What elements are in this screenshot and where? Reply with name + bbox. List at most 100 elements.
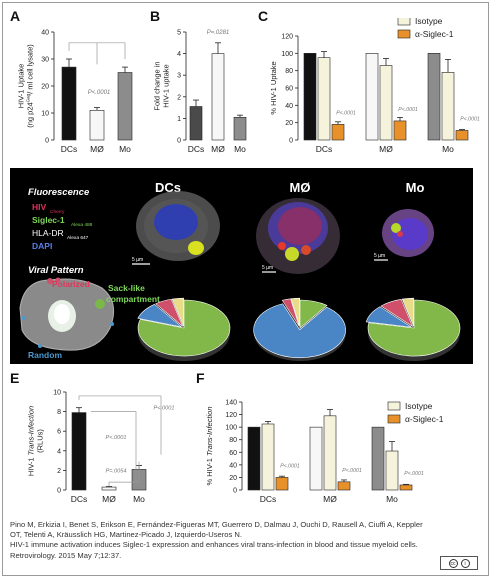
x-tick-label: MØ (323, 494, 337, 504)
pie-slice (171, 297, 184, 327)
chart-c: 0 20 40 60 80 100 120 % HIV-1 Uptake DCs P<.0001 M… (269, 18, 480, 154)
p-value: P<.0001 (88, 90, 111, 96)
panel-letter-e: E (10, 370, 20, 386)
y-tick-label: 40 (41, 30, 49, 37)
macrophage-cell-image (256, 198, 340, 274)
p-value: P<.0001 (460, 116, 480, 122)
fluorescence-title: Fluorescence (28, 187, 90, 198)
x-tick-label: MØ (211, 144, 225, 154)
legend-swatch-isotype (387, 401, 401, 411)
panel-letter-a: A (10, 8, 21, 24)
y-axis-label: HIV-1 Uptake (17, 64, 26, 109)
bar (317, 57, 331, 141)
y-axis-label: (ng p24Gag/ ml cell lysate) (26, 44, 35, 128)
y-axis-label: % HIV-1 Uptake (269, 61, 278, 114)
legend-label-isotype: Isotype (415, 18, 443, 26)
p-value: P<.0001 (154, 406, 175, 412)
y-tick-label: 120 (281, 34, 293, 41)
sack-like-label-2: compartment (106, 294, 160, 304)
bar (385, 450, 399, 491)
scale-bar-macrophage: 5 µm (262, 265, 273, 271)
bar (275, 477, 289, 491)
p-value: P<.0001 (106, 435, 127, 441)
scale-bar-dcs: 5 µm (132, 257, 143, 263)
p-value: P<.0001 (404, 471, 424, 477)
p-value: P<.0001 (398, 107, 418, 113)
dapi-label: DAPI (32, 241, 52, 251)
y-tick-label: 120 (225, 412, 237, 419)
y-tick-label: 140 (225, 400, 237, 407)
bar (379, 65, 393, 141)
cc-by-icon: cc i (440, 556, 478, 570)
y-tick-label: 30 (41, 57, 49, 64)
legend-swatch-siglec (397, 29, 411, 39)
viral-pattern-title: Viral Pattern (28, 265, 84, 276)
x-tick-label: DCs (316, 144, 333, 154)
y-tick-label: 0 (233, 488, 237, 495)
y-axis-label: Fold change in (153, 61, 162, 110)
pie-slice (367, 299, 461, 357)
x-tick-label: DCs (71, 494, 88, 504)
y-tick-label: 0 (289, 138, 293, 145)
bar (427, 53, 441, 141)
p-value: P=.0054 (106, 468, 127, 474)
significance-bracket (91, 411, 137, 483)
y-tick-label: 6 (57, 429, 61, 436)
y-tick-label: 60 (285, 86, 293, 93)
y-tick-label: 8 (57, 409, 61, 416)
citation-title: HIV-1 immune activation induces Siglec-1… (10, 540, 418, 550)
bar (399, 484, 413, 491)
microscopy-panel: Fluorescence HIV Cherry Siglec-1 Alexa 4… (10, 168, 473, 364)
y-tick-label: 2 (57, 468, 61, 475)
bar (233, 117, 247, 141)
y-tick-label: 0 (57, 488, 61, 495)
bar (247, 426, 261, 491)
x-tick-label: Mo (133, 494, 145, 504)
x-tick-label: MØ (379, 144, 393, 154)
chart-e: 0 2 4 6 8 10 HIV-1 Trans-Infection (RLUs) DCs MØ M… (27, 390, 175, 505)
microscopy-graphic: Fluorescence HIV Cherry Siglec-1 Alexa 4… (19, 180, 461, 361)
random-label: Random (28, 350, 62, 360)
y-axis-label: (RLUs) (36, 429, 45, 453)
y-tick-label: 10 (53, 390, 61, 397)
hla-sub: Alexa 647 (67, 235, 89, 241)
y-tick-label: 20 (229, 475, 237, 482)
y-tick-label: 0 (45, 138, 49, 145)
pie-slice (380, 298, 414, 328)
cell-schematic (19, 277, 115, 351)
hiv-sub: Cherry (50, 209, 65, 215)
pie-slice (365, 306, 412, 328)
bar (261, 423, 275, 491)
siglec-label: Siglec-1 (32, 215, 65, 225)
bar (61, 66, 77, 141)
bar (117, 72, 133, 141)
x-tick-label: DCs (188, 144, 205, 154)
bar (337, 481, 351, 491)
y-tick-label: 100 (225, 425, 237, 432)
sack-like-label-1: Sack-like (108, 283, 145, 293)
bar (211, 53, 225, 141)
hla-label: HLA-DR (32, 228, 64, 238)
pie-slice (401, 297, 414, 327)
hiv-label: HIV (32, 202, 47, 212)
significance-bracket (78, 395, 162, 455)
bar (89, 110, 105, 141)
y-tick-label: 4 (177, 51, 181, 58)
citation-journal: Retrovirology. 2015 May 7;12:37. (10, 550, 122, 560)
citation-authors: Pino M, Erkizia I, Benet S, Erikson E, F… (10, 520, 423, 540)
y-tick-label: 4 (57, 448, 61, 455)
pie-slice (253, 303, 346, 359)
bar (189, 106, 203, 141)
y-tick-label: 2 (177, 94, 181, 101)
x-tick-label: DCs (61, 144, 78, 154)
y-tick-label: 20 (41, 84, 49, 91)
y-tick-label: 80 (285, 68, 293, 75)
y-axis-label: HIV-1 uptake (162, 64, 171, 107)
significance-bracket (108, 461, 140, 487)
pie-slice (281, 298, 300, 327)
y-tick-label: 100 (281, 51, 293, 58)
x-tick-label: Mo (119, 144, 131, 154)
pie-slice (290, 297, 301, 327)
p-value: P<.0001 (342, 468, 362, 474)
scale-bar-monocyte: 5 µm (374, 253, 385, 259)
